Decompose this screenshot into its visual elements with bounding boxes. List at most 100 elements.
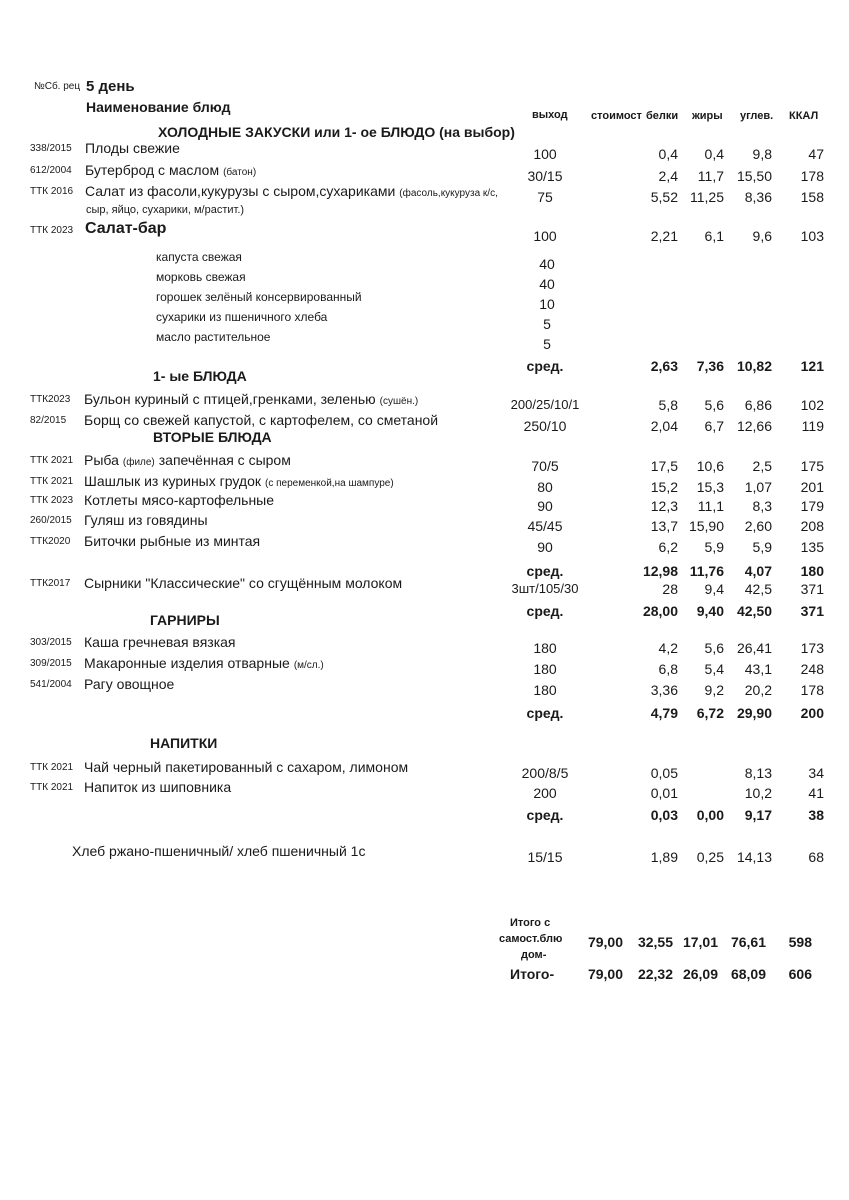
fat-value: 7,36 xyxy=(696,358,724,374)
kcal-value: 371 xyxy=(800,581,824,597)
protein-value: 12,3 xyxy=(650,498,678,514)
recipe-code: ТТК 2021 xyxy=(30,476,74,487)
yield-value: 5 xyxy=(543,336,551,352)
dish-column-header: Наименование блюд xyxy=(86,99,231,115)
carbs-value: 8,36 xyxy=(744,189,772,205)
fat-value: 9,40 xyxy=(696,603,724,619)
average-label: сред. xyxy=(526,807,564,823)
carbs-value: 9,8 xyxy=(752,146,772,162)
carbs-value: 29,90 xyxy=(736,705,772,721)
yield-value: 200/8/5 xyxy=(521,765,569,781)
column-yield: выход xyxy=(532,109,568,121)
kcal-value: 47 xyxy=(808,146,824,162)
yield-value: 100 xyxy=(533,228,557,244)
dish-name-text: Салат из фасоли,кукурузы с сыром,сухарик… xyxy=(85,183,396,199)
carbs-value: 9,17 xyxy=(744,807,772,823)
protein-value: 3,36 xyxy=(650,682,678,698)
fat-value: 5,4 xyxy=(704,661,724,677)
dish-name-text: Гуляш из говядины xyxy=(84,512,208,528)
recipe-code: 541/2004 xyxy=(30,679,72,690)
carbs-value: 2,5 xyxy=(752,458,772,474)
dish-name-text: Рыба xyxy=(84,452,119,468)
kcal-value: 175 xyxy=(800,458,824,474)
dish-name-text: Биточки рыбные из минтая xyxy=(84,533,261,549)
kcal-value: 178 xyxy=(800,168,824,184)
kcal-value: 41 xyxy=(808,785,824,801)
carbs-value: 4,07 xyxy=(744,563,772,579)
fat-value: 5,9 xyxy=(704,539,724,555)
day-title: 5 день xyxy=(86,78,135,95)
dish-note: (фасоль,кукуруза к/с, xyxy=(399,188,498,199)
kcal-value: 135 xyxy=(800,539,824,555)
kcal-value: 119 xyxy=(801,418,824,434)
column-protein: белки xyxy=(646,110,679,122)
dish-name: Биточки рыбные из минтая xyxy=(84,533,260,549)
section-heading: 1- ые БЛЮДА xyxy=(153,368,247,384)
fat-value: 9,2 xyxy=(704,682,724,698)
section-heading: ХОЛОДНЫЕ ЗАКУСКИ или 1- ое БЛЮДО (на выб… xyxy=(158,124,515,140)
dish-name: Гуляш из говядины xyxy=(84,512,208,528)
fat-value: 10,6 xyxy=(696,458,724,474)
kcal-value: 102 xyxy=(800,397,824,413)
totals-label: Итого- xyxy=(510,966,555,982)
dish-name-continued: запечённая с сыром xyxy=(158,452,291,468)
dish-name-text: Напиток из шиповника xyxy=(84,779,232,795)
fat-total: 17,01 xyxy=(682,934,718,950)
dish-name-text: Бульон куриный с птицей,гренками, зелень… xyxy=(84,391,376,407)
dish-note: (сушён.) xyxy=(379,396,419,407)
dish-name-text: Макаронные изделия отварные xyxy=(84,655,290,671)
average-label: сред. xyxy=(526,358,564,374)
fat-value: 6,1 xyxy=(704,228,724,244)
carbs-value: 9,6 xyxy=(752,228,772,244)
kcal-value: 121 xyxy=(800,358,824,374)
cost-total: 79,00 xyxy=(587,934,623,950)
average-label: сред. xyxy=(526,705,564,721)
protein-value: 4,79 xyxy=(650,705,678,721)
yield-value: 70/5 xyxy=(531,458,559,474)
protein-value: 1,89 xyxy=(650,849,678,865)
protein-value: 0,01 xyxy=(650,785,678,801)
dish-name: Борщ со свежей капустой, с картофелем, с… xyxy=(84,412,438,428)
protein-value: 12,98 xyxy=(642,563,678,579)
fat-value: 11,1 xyxy=(697,498,724,514)
dish-name-text: Плоды свежие xyxy=(85,140,180,156)
recipe-code: 309/2015 xyxy=(30,658,72,669)
totals-label: Итого с xyxy=(510,917,551,929)
fat-value: 6,72 xyxy=(696,705,724,721)
yield-value: 3шт/105/30 xyxy=(511,581,579,596)
yield-value: 90 xyxy=(537,498,553,514)
protein-value: 2,04 xyxy=(650,418,678,434)
dish-name-text: Каша гречневая вязкая xyxy=(84,634,236,650)
yield-value: 180 xyxy=(533,661,557,677)
component-name: масло растительное xyxy=(156,330,271,344)
dish-name-text: Чай черный пакетированный с сахаром, лим… xyxy=(84,759,409,775)
kcal-value: 38 xyxy=(808,807,824,823)
section-heading: НАПИТКИ xyxy=(150,735,218,751)
dish-name: Макаронные изделия отварные (м/сл.) xyxy=(84,655,324,671)
carbs-value: 14,13 xyxy=(736,849,772,865)
dish-name: Чай черный пакетированный с сахаром, лим… xyxy=(84,759,408,775)
kcal-value: 248 xyxy=(800,661,824,677)
kcal-value: 201 xyxy=(800,479,824,495)
dish-note: (с переменкой,на шампуре) xyxy=(265,478,394,489)
protein-value: 0,4 xyxy=(658,146,678,162)
carbs-value: 26,41 xyxy=(736,640,772,656)
fat-value: 9,4 xyxy=(704,581,724,597)
recipe-code: 303/2015 xyxy=(30,637,72,648)
dish-name-text: Рагу овощное xyxy=(84,676,175,692)
yield-value: 90 xyxy=(537,539,553,555)
carbs-value: 42,50 xyxy=(736,603,772,619)
protein-value: 0,05 xyxy=(650,765,678,781)
dish-name: Салат-бар xyxy=(85,220,166,238)
dish-name: Рагу овощное xyxy=(84,676,174,692)
carbs-value: 8,13 xyxy=(744,765,772,781)
carbs-value: 6,86 xyxy=(744,397,772,413)
protein-total: 22,32 xyxy=(637,966,673,982)
fat-value: 0,25 xyxy=(696,849,724,865)
carbs-value: 5,9 xyxy=(752,539,772,555)
yield-value: 5 xyxy=(543,316,551,332)
carbs-value: 2,60 xyxy=(744,518,772,534)
fat-value: 11,7 xyxy=(697,168,724,184)
carbs-value: 12,66 xyxy=(736,418,772,434)
yield-value: 30/15 xyxy=(527,168,563,184)
